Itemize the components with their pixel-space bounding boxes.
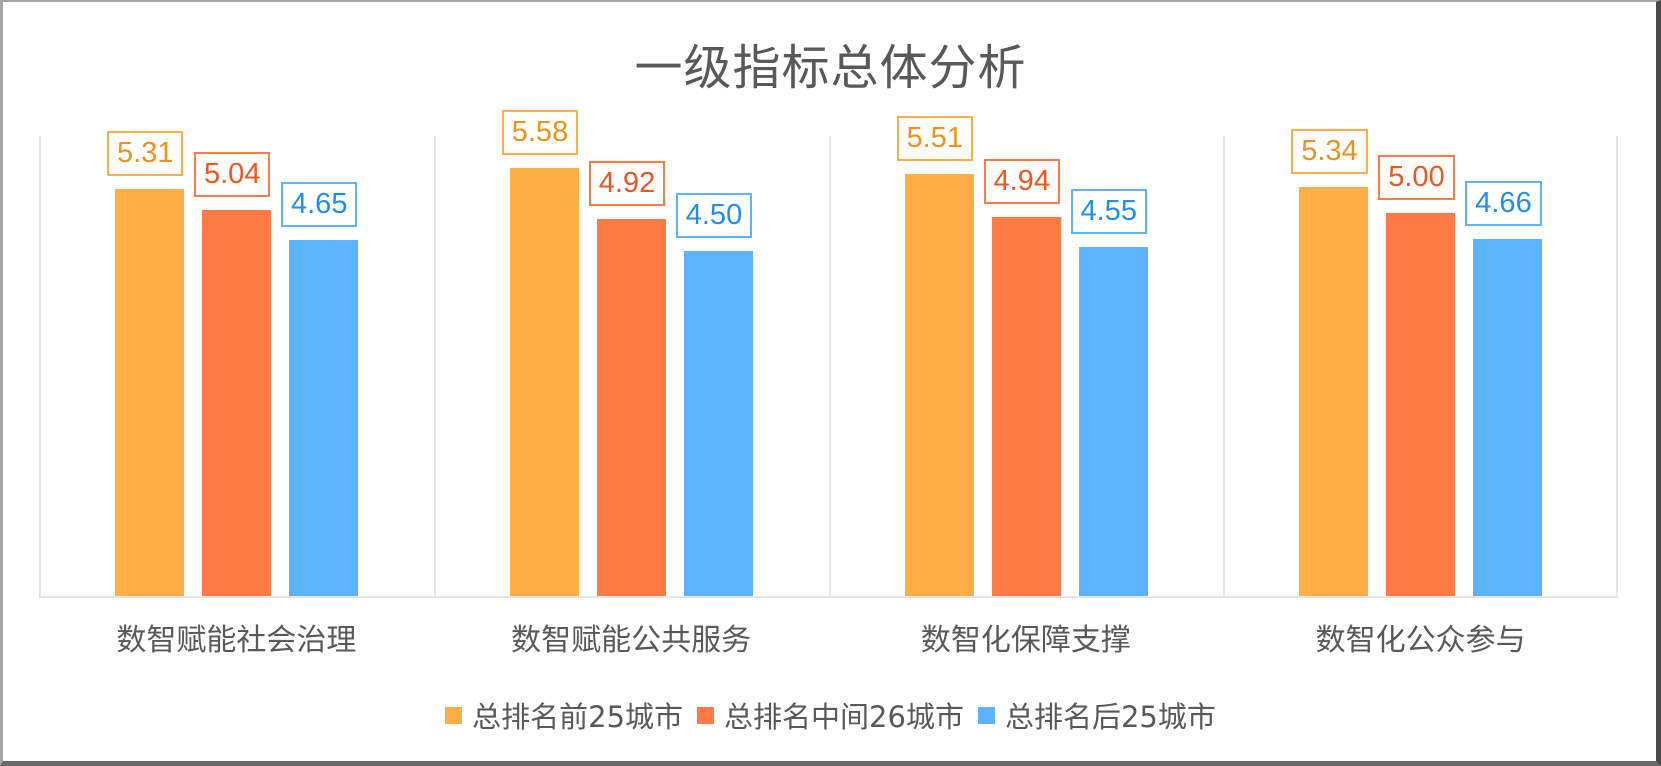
bar[interactable]	[509, 168, 579, 596]
bar[interactable]	[1473, 238, 1543, 596]
category-label: 数智化保障支撑	[920, 623, 1131, 658]
data-label: 5.31	[107, 130, 184, 176]
legend-label: 总排名后25城市	[1004, 700, 1216, 734]
gridline	[828, 136, 831, 596]
bar[interactable]	[289, 239, 358, 596]
data-label: 4.92	[588, 160, 666, 206]
data-label: 5.58	[501, 110, 579, 156]
bar[interactable]	[596, 218, 666, 596]
gridline	[1223, 136, 1226, 596]
legend-item[interactable]: 总排名中间26城市	[697, 694, 964, 736]
category-label: 数智化公众参与	[1315, 623, 1526, 658]
data-label: 5.04	[194, 151, 271, 197]
gridline	[433, 136, 436, 596]
legend-square-icon	[445, 706, 463, 724]
bar[interactable]	[904, 173, 974, 596]
legend-item[interactable]: 总排名前25城市	[445, 694, 683, 736]
bar[interactable]	[683, 251, 753, 596]
bar[interactable]	[202, 209, 271, 596]
bar[interactable]	[115, 188, 184, 596]
category-label: 数智赋能社会治理	[116, 623, 357, 658]
data-label: 5.51	[896, 115, 973, 161]
x-axis-line	[39, 596, 1618, 598]
legend-square-icon	[697, 706, 715, 724]
gridline	[1616, 136, 1618, 596]
data-label: 4.50	[675, 193, 753, 238]
bar[interactable]	[1299, 186, 1369, 596]
legend-square-icon	[977, 706, 995, 724]
gridline	[39, 136, 41, 596]
data-label: 5.00	[1378, 154, 1455, 200]
legend: 总排名前25城市 总排名中间26城市 总排名后25城市	[0, 694, 1661, 736]
data-label: 4.55	[1070, 189, 1147, 235]
data-label: 5.34	[1291, 128, 1368, 174]
bar[interactable]	[991, 217, 1061, 596]
legend-item[interactable]: 总排名后25城市	[977, 694, 1216, 736]
data-label: 4.65	[281, 181, 358, 227]
plot-area: 5.31 5.04 4.65 5.58 4.92 4.50 5.51 4.94 4.55 5.34…	[39, 110, 1618, 598]
category-label: 数智赋能公共服务	[511, 623, 752, 658]
bar[interactable]	[1078, 247, 1148, 596]
legend-label: 总排名中间26城市	[724, 700, 964, 734]
legend-label: 总排名前25城市	[472, 700, 684, 734]
data-label: 4.66	[1465, 180, 1542, 226]
bar[interactable]	[1386, 212, 1456, 596]
data-label: 4.94	[983, 159, 1060, 205]
chart-title: 一级指标总体分析	[634, 40, 1027, 96]
